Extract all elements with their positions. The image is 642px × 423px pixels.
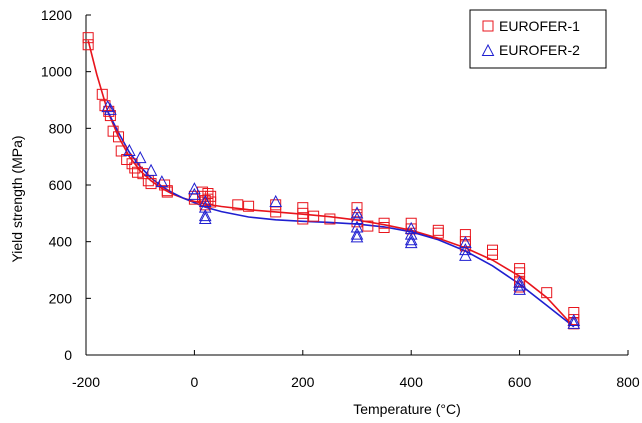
y-tick-label: 1200 (41, 7, 72, 23)
legend-label: EUROFER-1 (499, 18, 580, 34)
data-point-square (271, 200, 281, 210)
fit-curve-1 (88, 41, 574, 327)
y-axis-label: Yield strength (MPa) (9, 135, 25, 262)
fit-curves (88, 41, 574, 327)
legend: EUROFER-1 EUROFER-2 (470, 10, 606, 68)
data-points (83, 33, 579, 329)
data-point-square (433, 225, 443, 235)
x-axis-label: Temperature (°C) (353, 401, 461, 417)
x-tick-label: 0 (191, 374, 199, 390)
data-point-triangle (352, 229, 363, 240)
y-tick-label: 800 (49, 120, 73, 136)
data-point-square (542, 288, 552, 298)
y-tick-label: 400 (49, 234, 73, 250)
legend-label: EUROFER-2 (499, 42, 580, 58)
x-tick-label: 200 (291, 374, 315, 390)
x-tick-label: 400 (400, 374, 424, 390)
series-points-2 (102, 101, 579, 328)
x-tick-label: 600 (508, 374, 532, 390)
x-tick-label: -200 (72, 374, 100, 390)
y-tick-label: 600 (49, 177, 73, 193)
data-point-square (515, 264, 525, 274)
x-tick-label: 800 (616, 374, 640, 390)
fit-curve-2 (108, 111, 574, 326)
y-tick-label: 1000 (41, 64, 72, 80)
series-points-1 (83, 33, 579, 329)
data-point-square (298, 214, 308, 224)
data-point-triangle (270, 196, 281, 207)
y-tick-label: 0 (64, 347, 72, 363)
data-point-triangle (514, 284, 525, 295)
data-point-square (298, 203, 308, 213)
y-tick-label: 200 (49, 290, 73, 306)
data-point-square (488, 245, 498, 255)
